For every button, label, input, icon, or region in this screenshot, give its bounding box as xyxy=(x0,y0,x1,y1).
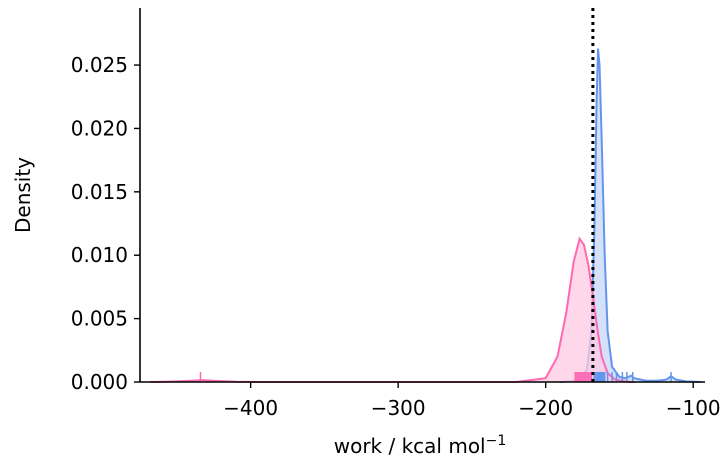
x-tick-label: −300 xyxy=(371,396,426,420)
x-tick-label: −200 xyxy=(518,396,573,420)
series-0-area xyxy=(560,48,701,382)
x-tick-label: −100 xyxy=(666,396,721,420)
x-tick-label: −400 xyxy=(223,396,278,420)
series-1-area xyxy=(150,238,635,382)
y-ticks: 0.000 0.005 0.010 0.015 0.020 0.025 xyxy=(71,53,140,394)
y-tick-label: 0.010 xyxy=(71,243,128,267)
rug-layer xyxy=(199,372,672,382)
x-ticks: −400 −300 −200 −100 xyxy=(223,382,721,420)
y-tick-label: 0.015 xyxy=(71,180,128,204)
y-tick-label: 0.025 xyxy=(71,53,128,77)
series-1-line xyxy=(150,236,635,383)
y-tick-label: 0.000 xyxy=(71,370,128,394)
y-tick-label: 0.020 xyxy=(71,116,128,140)
x-axis-label: work / kcal mol−1 xyxy=(334,433,507,458)
y-axis-label: Density xyxy=(11,157,35,233)
series-0-line xyxy=(560,48,701,383)
series-layer xyxy=(150,48,701,383)
y-tick-label: 0.005 xyxy=(71,307,128,331)
